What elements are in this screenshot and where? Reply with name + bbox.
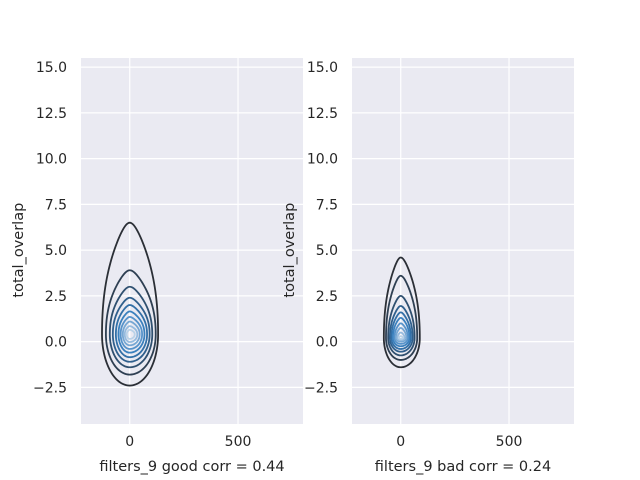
left-subplot: −2.5 0.0 2.5 5.0 7.5 10.0 12.5 15.0 0 500 filters_…: [11, 58, 303, 475]
y-axis-label: total_overlap: [11, 203, 27, 298]
y-tick-label: 2.5: [45, 289, 67, 305]
x-axis-label: filters_9 good corr = 0.44: [99, 459, 284, 475]
y-tick-label: 7.5: [316, 197, 338, 213]
kde-contour-level-3: [387, 294, 416, 357]
x-axis-label: filters_9 bad corr = 0.24: [375, 459, 551, 475]
right-subplot: −2.5 0.0 2.5 5.0 7.5 10.0 12.5 15.0 0 500 filters_…: [282, 58, 574, 475]
y-tick-label: 12.5: [307, 106, 338, 122]
kde-contour-level-7: [393, 322, 409, 345]
y-tick-label: −2.5: [304, 380, 338, 396]
x-tick-label: 0: [125, 434, 134, 450]
kde-contour-level-4: [111, 296, 151, 363]
x-tick-label: 0: [396, 434, 405, 450]
y-tick-label: 12.5: [36, 106, 67, 122]
kde-contour-level-9: [123, 325, 139, 343]
kde-contour-level-1: [382, 256, 421, 369]
y-tick-label: 2.5: [316, 289, 338, 305]
y-axis-label: total_overlap: [282, 203, 298, 298]
y-tick-label: 15.0: [307, 60, 338, 76]
y-tick-label: 0.0: [45, 335, 67, 351]
x-tick-label: 500: [225, 434, 252, 450]
kde-contour-level-1: [101, 221, 160, 387]
kde-contour-level-3: [108, 285, 154, 369]
plot-background: [352, 58, 574, 424]
kde-contour-level-6: [117, 310, 146, 354]
kde-contour-level-5: [390, 311, 412, 350]
y-tick-label: 15.0: [36, 60, 67, 76]
kde-contour-level-10: [125, 328, 136, 340]
kde-contour-level-10: [398, 335, 404, 340]
kde-contour-level-5: [114, 304, 148, 359]
y-tick-label: 7.5: [45, 197, 67, 213]
kde-contour-level-6: [392, 316, 411, 348]
y-tick-label: 0.0: [316, 335, 338, 351]
y-tick-label: 5.0: [45, 243, 67, 259]
kde-contour-level-7: [119, 316, 143, 350]
y-tick-label: 10.0: [307, 152, 338, 168]
kde-contour-level-4: [388, 305, 414, 353]
kde-contour-level-9: [396, 331, 406, 342]
kde-contour-level-8: [121, 320, 141, 347]
y-tick-label: 5.0: [316, 243, 338, 259]
kde-contour-level-8: [395, 327, 408, 343]
x-tick-label: 500: [496, 434, 523, 450]
kde-contour-level-2: [385, 274, 419, 361]
y-tick-label: 10.0: [36, 152, 67, 168]
y-tick-label: −2.5: [33, 380, 67, 396]
kde-contour-level-2: [105, 269, 157, 376]
